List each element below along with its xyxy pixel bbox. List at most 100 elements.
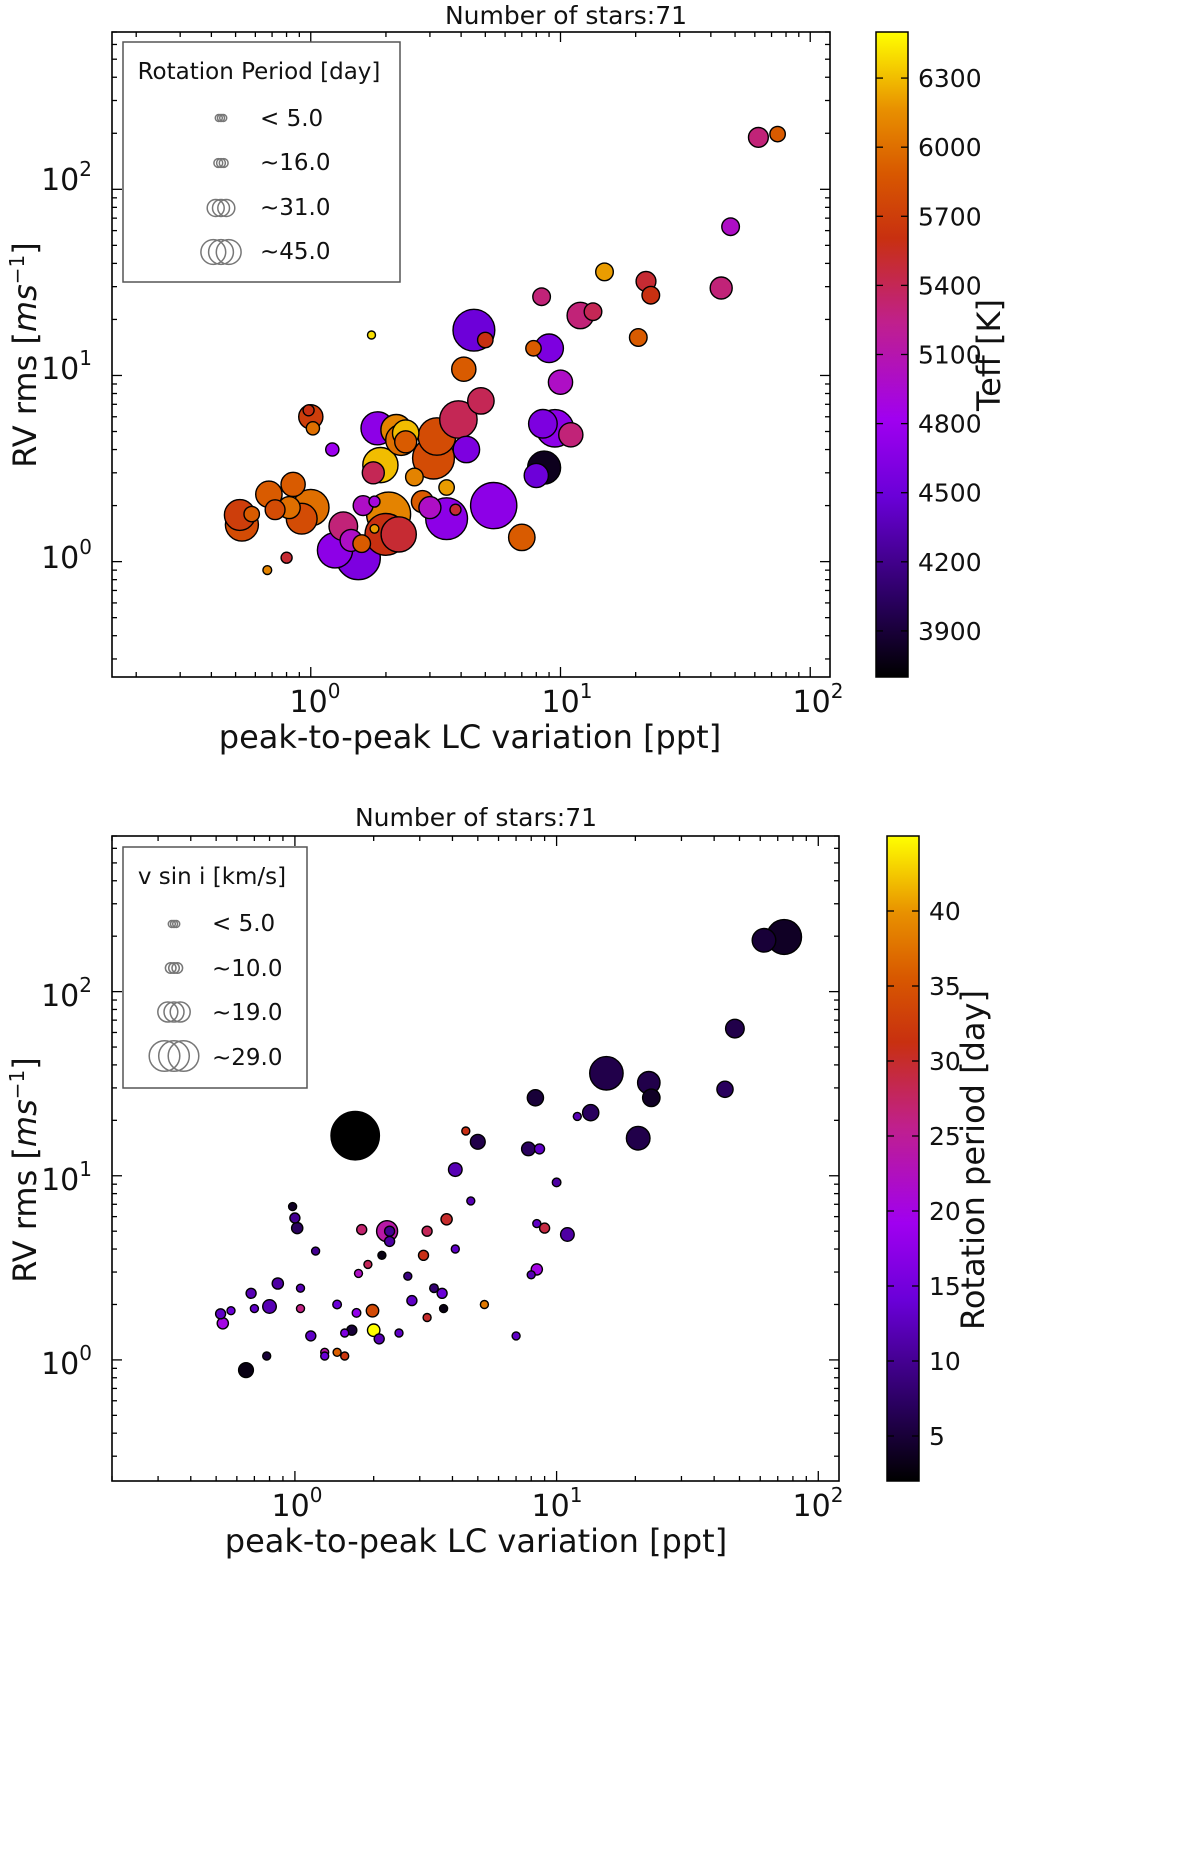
data-point <box>641 285 661 305</box>
data-point <box>377 1250 387 1261</box>
data-point <box>287 1201 298 1212</box>
data-point <box>628 328 648 348</box>
data-point <box>572 1111 582 1122</box>
data-point <box>320 1351 330 1361</box>
data-point <box>511 1331 521 1341</box>
data-point <box>332 1299 343 1310</box>
colorbar: 5 10 15 20 25 30 35 40 Rotation period [day] <box>886 835 992 1482</box>
legend-size-marker <box>157 1039 191 1073</box>
legend-size-marker <box>207 238 235 266</box>
data-point <box>305 1330 317 1342</box>
data-point <box>641 1088 661 1108</box>
colorbar-tick-label: 4500 <box>918 479 982 508</box>
legend-size-marker <box>169 1001 191 1023</box>
data-point <box>523 462 550 489</box>
colorbar-tick-label: 3900 <box>918 617 982 646</box>
data-point <box>709 276 733 300</box>
data-point <box>340 1351 350 1361</box>
data-point <box>436 1287 448 1300</box>
legend-title: v sin i [km/s] <box>138 864 286 890</box>
data-point <box>366 1323 381 1338</box>
size-legend: v sin i [km/s] < 5.0 ~10.0 ~19.0 ~29.0 <box>122 846 308 1089</box>
data-point <box>469 1133 486 1150</box>
chart-title: Number of stars:71 <box>355 803 597 832</box>
data-point <box>369 523 380 534</box>
data-point <box>262 1298 278 1314</box>
y-tick-label-10: 101 <box>41 346 92 387</box>
data-point <box>340 1328 350 1338</box>
size-legend: Rotation Period [day] < 5.0 ~16.0 ~31.0 … <box>122 41 401 283</box>
legend-size-marker <box>167 961 181 975</box>
data-point <box>466 1196 476 1206</box>
data-point <box>310 1246 321 1256</box>
data-point <box>526 1270 536 1280</box>
plot-frame <box>111 835 840 1482</box>
legend-label: ~19.0 <box>212 1000 282 1026</box>
data-point <box>558 421 584 448</box>
data-point <box>438 1303 449 1314</box>
colorbar-tick-label: 40 <box>929 897 961 926</box>
data-point <box>581 1103 600 1122</box>
data-point <box>595 262 615 282</box>
data-point <box>418 495 442 520</box>
data-point <box>352 534 372 554</box>
data-point <box>353 1268 364 1279</box>
data-point <box>295 1303 306 1314</box>
y-tick-label-100: 102 <box>41 973 92 1014</box>
data-point <box>394 1328 404 1338</box>
legend-size-marker <box>213 157 224 169</box>
colorbar-ticks: 3900 4200 4500 4800 5100 5400 5700 6000 6300 <box>876 64 982 646</box>
data-point <box>450 1244 460 1254</box>
data-point <box>280 471 306 498</box>
colorbar-tick-label: 15 <box>929 1272 961 1301</box>
data-point <box>363 1259 373 1270</box>
colorbar-tick-label: 5 <box>929 1422 945 1451</box>
data-point <box>289 1212 301 1224</box>
data-point <box>271 1277 285 1290</box>
data-point <box>559 1226 575 1242</box>
data-point <box>461 1126 471 1136</box>
legend-box <box>122 41 401 283</box>
colorbar-label: Rotation period [day] <box>954 990 992 1330</box>
data-point <box>469 481 518 530</box>
data-point <box>747 126 769 148</box>
legend-markers <box>200 113 242 266</box>
data-point <box>422 1312 432 1323</box>
data-point <box>302 404 315 417</box>
legend-size-marker <box>171 919 181 929</box>
data-point <box>447 1162 463 1178</box>
data-point <box>245 1287 257 1300</box>
plot-frame <box>111 31 831 678</box>
data-point <box>380 516 418 553</box>
y-tick-label-10: 101 <box>41 1157 92 1198</box>
colorbar-tick-label: 30 <box>929 1047 961 1076</box>
colorbar-tick-label: 6300 <box>918 64 982 93</box>
legend-label: ~31.0 <box>260 195 330 221</box>
data-point <box>547 369 574 396</box>
legend-size-marker <box>200 238 227 266</box>
data-point <box>237 1361 255 1379</box>
colorbar-ticks: 5 10 15 20 25 30 35 40 <box>887 897 961 1451</box>
colorbar-gradient <box>886 835 920 1482</box>
data-point <box>404 467 424 487</box>
data-point <box>716 1080 734 1099</box>
x-tick-label-100: 102 <box>793 679 844 720</box>
data-point <box>769 125 786 143</box>
legend-size-marker <box>148 1039 181 1073</box>
colorbar-tick-label: 4200 <box>918 548 982 577</box>
x-tick-label-10: 101 <box>532 1483 583 1524</box>
data-point <box>406 1294 418 1307</box>
data-point <box>351 1307 362 1318</box>
x-axis-label: peak-to-peak LC variation [ppt] <box>225 1522 727 1560</box>
data-point <box>365 1303 380 1318</box>
x-tick-label-1: 100 <box>290 679 341 720</box>
colorbar-tick-label: 4800 <box>918 410 982 439</box>
data-point <box>479 1299 490 1310</box>
data-point <box>583 302 603 322</box>
legend-label: ~16.0 <box>260 150 330 176</box>
legend-size-marker <box>211 198 231 218</box>
x-tick-label-1: 100 <box>272 1483 323 1524</box>
data-point <box>721 217 741 237</box>
legend-size-marker <box>157 1001 179 1023</box>
